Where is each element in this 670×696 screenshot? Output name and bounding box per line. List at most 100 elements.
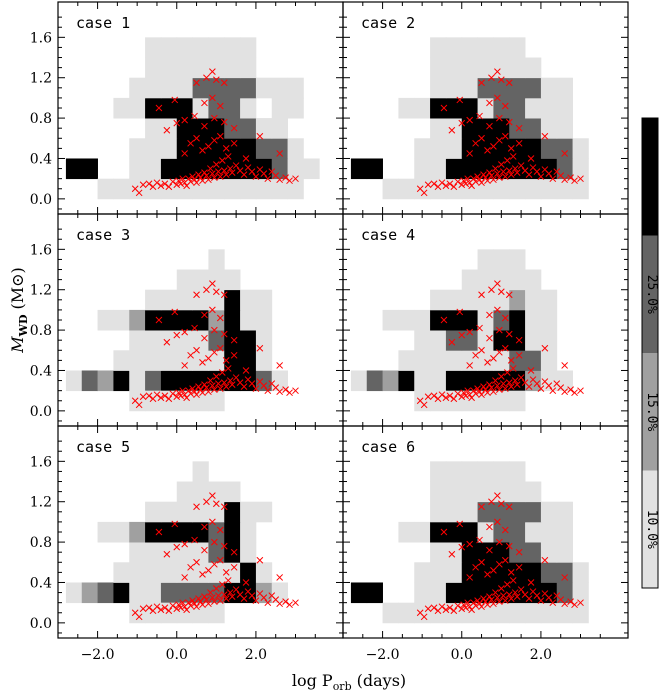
heatmap-cell	[525, 138, 542, 159]
heatmap-cell	[176, 481, 193, 503]
heatmap-cell	[540, 289, 558, 311]
heatmap-cell	[493, 521, 510, 543]
observed-point-marker	[464, 175, 472, 183]
heatmap-cell	[461, 542, 478, 563]
y-tick-label: 0.4	[30, 151, 52, 167]
y-axis-title-main: M	[8, 336, 27, 354]
observed-point-marker	[187, 178, 194, 186]
observed-point-marker	[446, 392, 454, 400]
observed-point-marker	[490, 176, 497, 184]
observed-point-marker	[478, 603, 485, 611]
heatmap-cell	[303, 158, 320, 180]
observed-point-marker	[276, 362, 284, 369]
heatmap-cell	[255, 350, 273, 371]
observed-point-marker	[222, 357, 230, 364]
observed-point-marker	[248, 380, 256, 387]
observed-point-marker	[517, 374, 525, 381]
observed-point-marker	[458, 605, 466, 613]
x-axis-title-main: log P	[292, 671, 333, 690]
observed-point-marker	[211, 114, 218, 122]
observed-point-marker	[466, 362, 474, 369]
observed-point-marker	[442, 182, 450, 190]
observed-point-marker	[171, 308, 179, 316]
observed-point-marker	[494, 68, 501, 76]
heatmap-cell	[509, 77, 526, 99]
observed-point-marker	[450, 607, 458, 615]
heatmap-cell	[540, 158, 558, 180]
observed-point-marker	[464, 599, 472, 607]
heatmap-cell	[81, 582, 98, 604]
colorbar-segment	[642, 235, 658, 353]
observed-point-marker	[256, 132, 264, 140]
heatmap-cell	[525, 501, 542, 523]
heatmap-cell	[271, 582, 288, 604]
heatmap-cell	[129, 97, 146, 119]
observed-point-marker	[171, 520, 179, 528]
heatmap-cell	[113, 309, 130, 331]
heatmap-cell	[540, 97, 558, 119]
heatmap-cell	[477, 178, 494, 200]
observed-point-marker	[509, 577, 517, 584]
observed-point-marker	[472, 351, 479, 359]
observed-point-marker	[496, 114, 503, 122]
heatmap-cell	[240, 138, 257, 159]
heatmap-cell	[556, 582, 573, 604]
observed-point-marker	[218, 369, 226, 376]
observed-point-marker	[446, 604, 454, 612]
heatmap-cell	[461, 138, 478, 159]
solar-mass-symbol: ⊙	[8, 273, 27, 286]
heatmap-cell	[430, 97, 447, 119]
heatmap-cell	[176, 501, 193, 523]
heatmap-cell	[445, 562, 463, 583]
observed-point-marker	[476, 600, 483, 608]
heatmap-cell	[477, 461, 494, 482]
observed-point-marker	[561, 600, 569, 608]
heatmap-cell	[145, 289, 162, 311]
observed-point-marker	[207, 165, 214, 172]
observed-point-marker	[161, 392, 169, 400]
observed-point-marker	[484, 389, 491, 397]
observed-point-marker	[571, 389, 578, 397]
observed-point-marker	[220, 330, 228, 338]
observed-point-marker	[139, 393, 147, 401]
observed-point-marker	[216, 344, 224, 352]
observed-point-marker	[211, 136, 218, 144]
heatmap-cell	[509, 269, 526, 291]
observed-point-marker	[561, 150, 569, 157]
observed-point-marker	[191, 176, 198, 184]
observed-point-marker	[456, 520, 464, 528]
observed-point-marker	[486, 122, 493, 130]
heatmap-cell	[477, 269, 494, 291]
observed-point-marker	[240, 595, 248, 602]
heatmap-cell	[509, 501, 526, 523]
observed-point-marker	[497, 76, 505, 84]
heatmap-cell	[445, 582, 463, 604]
observed-point-marker	[276, 574, 284, 581]
observed-point-marker	[561, 362, 569, 369]
observed-point-marker	[515, 351, 523, 359]
heatmap-cell	[430, 370, 447, 392]
panel-3: 0.0 0.4 0.8 1.2 1.6 case 3	[30, 213, 344, 427]
heatmap-cell	[255, 562, 273, 583]
heatmap-cell	[366, 370, 383, 392]
case-label: case 6	[361, 438, 415, 456]
y-tick-label: 1.6	[30, 242, 52, 258]
observed-point-marker	[216, 314, 224, 322]
heatmap-cell	[556, 97, 573, 119]
heatmap-cell	[208, 118, 225, 139]
observed-point-marker	[201, 523, 208, 531]
heatmap-cell	[240, 350, 257, 371]
heatmap-cell	[224, 501, 241, 523]
heatmap-cell	[240, 97, 257, 119]
observed-point-marker	[497, 288, 505, 296]
heatmap-cell	[398, 309, 415, 331]
observed-point-marker	[209, 492, 216, 500]
observed-point-marker	[501, 102, 509, 110]
observed-point-marker	[494, 170, 501, 177]
observed-point-marker	[478, 179, 485, 187]
heatmap-cell	[65, 370, 83, 392]
observed-point-marker	[165, 183, 173, 191]
heatmap-cell	[556, 118, 573, 139]
heatmap-cell	[271, 77, 288, 99]
observed-point-marker	[450, 395, 458, 403]
